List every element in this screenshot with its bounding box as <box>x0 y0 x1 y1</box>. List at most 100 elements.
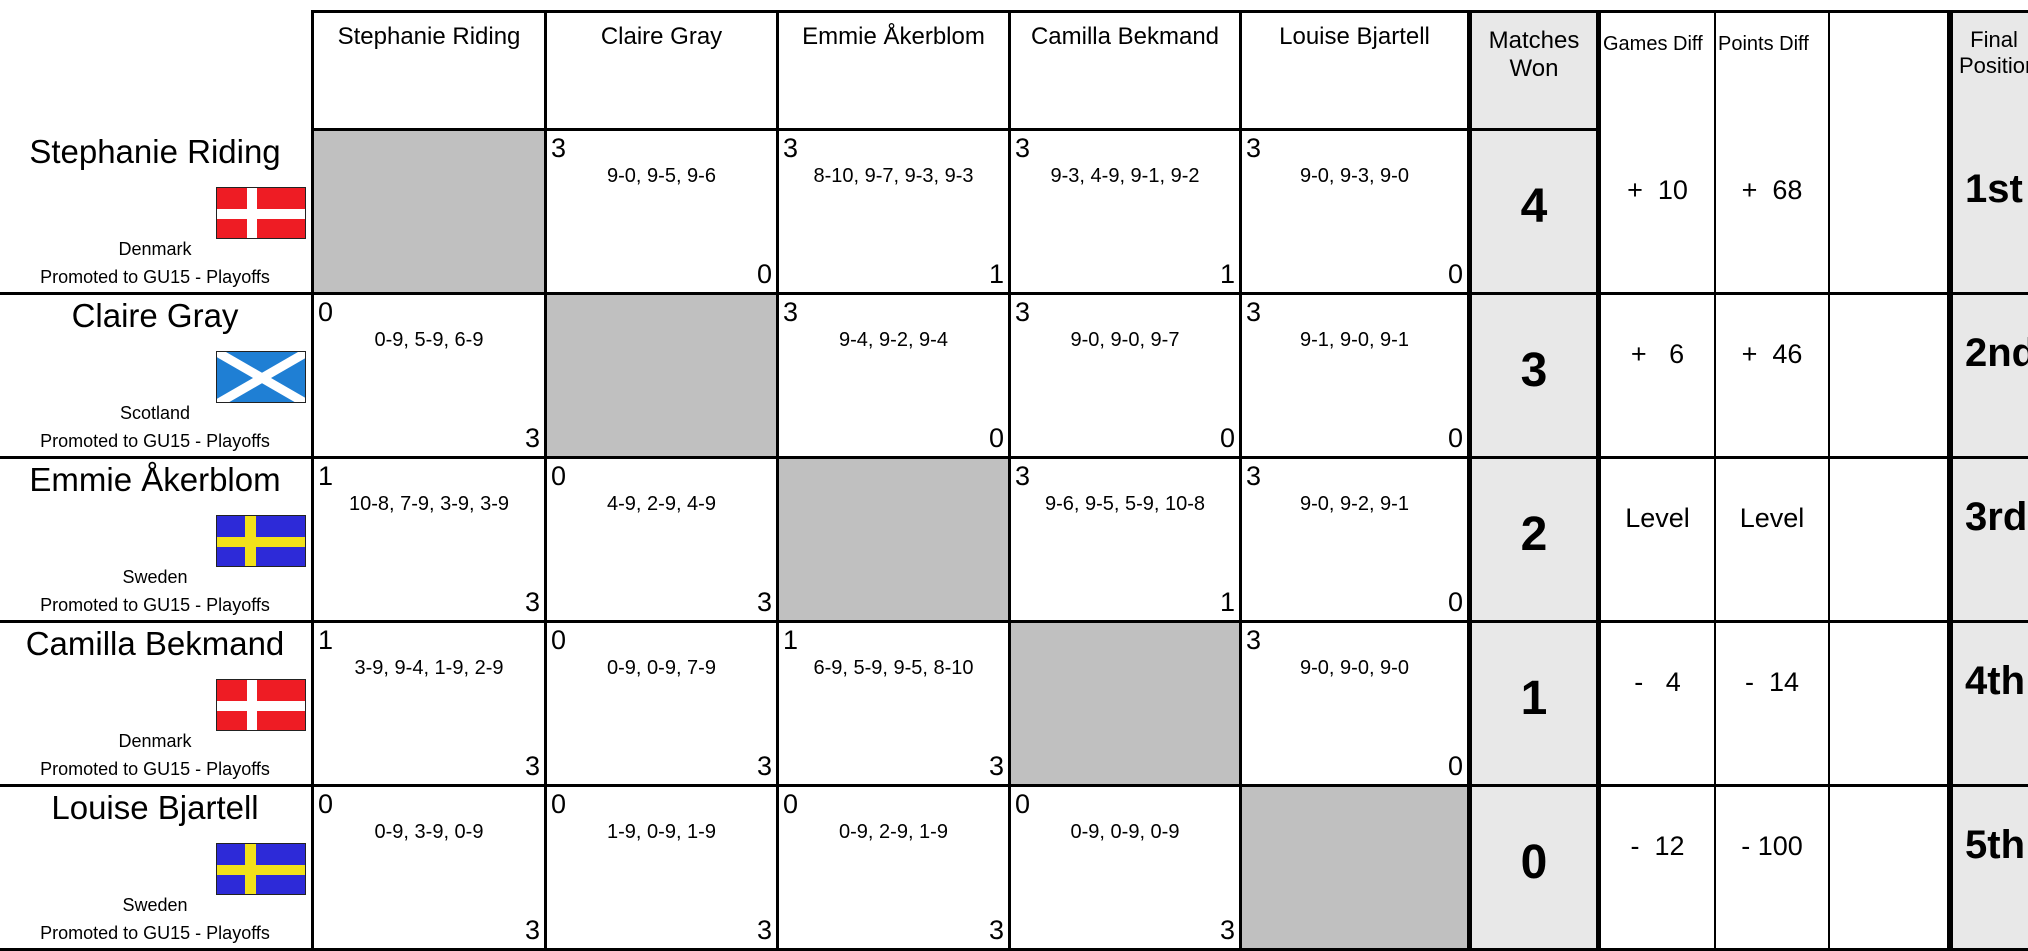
final-position-value: 2nd <box>1950 295 2028 459</box>
match-result-cell: 3 9-6, 9-5, 5-9, 10-8 1 <box>1008 459 1239 623</box>
player-name: Emmie Åkerblom <box>29 461 281 498</box>
matches-won-value: 1 <box>1469 623 1599 787</box>
games-lost: 0 <box>1447 259 1463 289</box>
games-won: 0 <box>318 297 334 327</box>
points-diff-value: - 14 <box>1714 623 1828 787</box>
points-diff-value: + 46 <box>1714 295 1828 459</box>
match-result-cell: 0 0-9, 0-9, 7-9 3 <box>544 623 776 787</box>
final-position-value: 5th <box>1950 787 2028 951</box>
games-diff-value: + 6 <box>1599 295 1714 459</box>
match-result-cell: 3 9-0, 9-3, 9-0 0 <box>1239 131 1470 295</box>
games-won: 3 <box>1015 133 1031 163</box>
games-won: 3 <box>783 133 799 163</box>
games-won: 3 <box>783 297 799 327</box>
match-scores: 10-8, 7-9, 3-9, 3-9 <box>348 493 510 515</box>
self-match-cell <box>544 295 776 459</box>
games-lost: 3 <box>524 915 540 945</box>
match-result-cell: 3 9-0, 9-0, 9-0 0 <box>1239 623 1470 787</box>
player-country: Denmark <box>118 731 192 751</box>
games-lost: 1 <box>1219 259 1235 289</box>
column-header: Camilla Bekmand <box>1008 10 1239 131</box>
self-match-cell <box>1008 623 1239 787</box>
points-diff-value: + 68 <box>1714 131 1828 295</box>
match-result-cell: 3 8-10, 9-7, 9-3, 9-3 1 <box>776 131 1008 295</box>
final-position-header-line2: Position <box>1959 53 2028 78</box>
matches-won-value: 3 <box>1469 295 1599 459</box>
final-position-value: 1st <box>1950 131 2028 295</box>
match-scores: 9-6, 9-5, 5-9, 10-8 <box>1044 493 1206 515</box>
match-scores: 1-9, 0-9, 1-9 <box>607 821 716 843</box>
games-lost: 3 <box>1219 915 1235 945</box>
games-won: 0 <box>551 625 567 655</box>
games-won: 3 <box>1015 461 1031 491</box>
player-name-cell: Emmie Åkerblom Sweden Promoted to GU15 - P… <box>0 459 311 623</box>
games-won: 1 <box>783 625 799 655</box>
match-scores: 9-0, 9-0, 9-0 <box>1300 657 1409 679</box>
match-scores: 6-9, 5-9, 9-5, 8-10 <box>813 657 974 679</box>
match-scores: 9-0, 9-2, 9-1 <box>1300 493 1409 515</box>
games-lost: 0 <box>1447 751 1463 781</box>
match-result-cell: 3 9-4, 9-2, 9-4 0 <box>776 295 1008 459</box>
player-country: Sweden <box>122 895 188 915</box>
match-result-cell: 1 3-9, 9-4, 1-9, 2-9 3 <box>311 623 544 787</box>
games-lost: 0 <box>1219 423 1235 453</box>
matches-won-value: 0 <box>1469 787 1599 951</box>
column-header: Louise Bjartell <box>1239 10 1470 131</box>
matches-won-value: 2 <box>1469 459 1599 623</box>
matches-won-value: 4 <box>1469 131 1599 295</box>
match-result-cell: 1 10-8, 7-9, 3-9, 3-9 3 <box>311 459 544 623</box>
games-diff-value: - 12 <box>1599 787 1714 951</box>
player-name-cell: Stephanie Riding Denmark Promoted to GU15 … <box>0 131 311 295</box>
promotion-status: Promoted to GU15 - Playoffs <box>40 595 270 615</box>
games-lost: 3 <box>756 915 772 945</box>
blank-cell <box>1828 295 1950 459</box>
player-name-cell: Claire Gray Scotland Promoted to GU15 - Pl… <box>0 295 311 459</box>
games-won: 0 <box>551 789 567 819</box>
final-position-header: FinalPosition <box>1950 10 2028 131</box>
denmark-flag-icon <box>216 187 306 239</box>
match-scores: 8-10, 9-7, 9-3, 9-3 <box>813 165 974 187</box>
match-scores: 9-1, 9-0, 9-1 <box>1300 329 1409 351</box>
self-match-cell <box>776 459 1008 623</box>
games-won: 3 <box>1246 297 1262 327</box>
match-result-cell: 0 0-9, 3-9, 0-9 3 <box>311 787 544 951</box>
player-country: Denmark <box>118 239 192 259</box>
final-position-value: 4th <box>1950 623 2028 787</box>
match-result-cell: 3 9-0, 9-0, 9-7 0 <box>1008 295 1239 459</box>
games-lost: 1 <box>1219 587 1235 617</box>
matches-won-header: Matches Won <box>1469 10 1599 131</box>
match-result-cell: 3 9-0, 9-5, 9-6 0 <box>544 131 776 295</box>
match-scores: 3-9, 9-4, 1-9, 2-9 <box>354 657 504 679</box>
games-lost: 3 <box>524 423 540 453</box>
column-header: Emmie Åkerblom <box>776 10 1008 131</box>
match-scores: 0-9, 0-9, 7-9 <box>607 657 716 679</box>
points-diff-value: - 100 <box>1714 787 1828 951</box>
match-result-cell: 0 4-9, 2-9, 4-9 3 <box>544 459 776 623</box>
match-result-cell: 0 0-9, 0-9, 0-9 3 <box>1008 787 1239 951</box>
player-country: Sweden <box>122 567 188 587</box>
matches-won-header-line1: Matches <box>1488 27 1580 54</box>
games-won: 3 <box>551 133 567 163</box>
match-scores: 0-9, 3-9, 0-9 <box>374 821 484 843</box>
sweden-flag-icon <box>216 843 306 895</box>
games-lost: 3 <box>524 587 540 617</box>
match-scores: 9-0, 9-3, 9-0 <box>1300 165 1409 187</box>
games-won: 0 <box>551 461 567 491</box>
promotion-status: Promoted to GU15 - Playoffs <box>40 923 270 943</box>
match-scores: 0-9, 5-9, 6-9 <box>374 329 484 351</box>
games-lost: 3 <box>988 751 1004 781</box>
match-scores: 4-9, 2-9, 4-9 <box>607 493 716 515</box>
games-lost: 0 <box>1447 423 1463 453</box>
promotion-status: Promoted to GU15 - Playoffs <box>40 759 270 779</box>
matches-won-header-line2: Won <box>1509 55 1559 82</box>
games-lost: 1 <box>988 259 1004 289</box>
match-result-cell: 0 0-9, 2-9, 1-9 3 <box>776 787 1008 951</box>
games-won: 0 <box>1015 789 1031 819</box>
match-result-cell: 0 0-9, 5-9, 6-9 3 <box>311 295 544 459</box>
player-country: Scotland <box>119 403 191 423</box>
player-name: Camilla Bekmand <box>25 625 285 662</box>
match-scores: 9-0, 9-0, 9-7 <box>1070 329 1180 351</box>
games-lost: 0 <box>988 423 1004 453</box>
games-diff-value: Level <box>1599 459 1714 623</box>
